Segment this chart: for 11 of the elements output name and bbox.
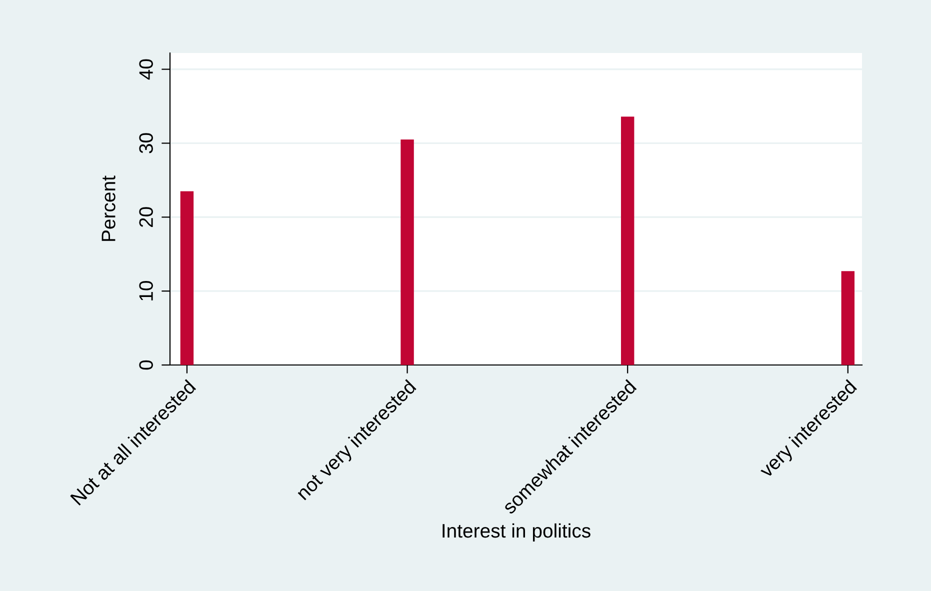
bar — [620, 116, 634, 365]
y-tick-label: 30 — [139, 133, 153, 154]
y-tick-label: 20 — [139, 207, 153, 227]
bar — [400, 140, 414, 365]
x-axis-title: Interest in politics — [442, 523, 590, 542]
y-axis-title: Percent — [102, 176, 116, 241]
bar — [841, 271, 855, 365]
y-tick-label: 10 — [139, 281, 153, 300]
bar — [180, 191, 194, 365]
y-tick-label: 40 — [139, 59, 153, 80]
y-tick-label: 0 — [139, 360, 153, 370]
